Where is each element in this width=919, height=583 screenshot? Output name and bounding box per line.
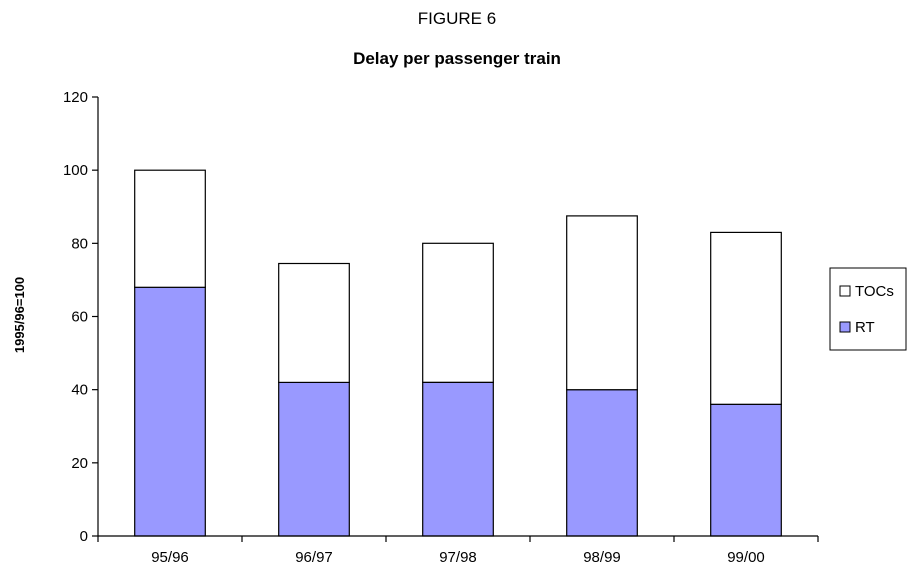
y-tick-label: 100 bbox=[63, 162, 88, 179]
legend-label-rt: RT bbox=[855, 319, 875, 336]
y-axis-label: 1995/96=100 bbox=[12, 277, 27, 353]
bar-tocs-96-97 bbox=[278, 262, 350, 384]
y-tick-label: 20 bbox=[71, 455, 88, 472]
bars-group bbox=[134, 169, 782, 537]
bar-rt-98-99 bbox=[566, 389, 638, 537]
x-tick-label: 97/98 bbox=[439, 549, 477, 566]
bar-rt-95-96 bbox=[134, 286, 206, 537]
x-tick-label: 96/97 bbox=[295, 549, 333, 566]
legend-box bbox=[829, 267, 907, 351]
y-tick-label: 80 bbox=[71, 235, 88, 252]
legend-swatch-tocs bbox=[839, 285, 851, 297]
bar-rt-97-98 bbox=[422, 381, 494, 537]
chart-title: FIGURE 6 bbox=[418, 9, 496, 28]
axes-group: 95/96 96/97 97/98 98/99 99/00 0 20 40 60 80 100 120 bbox=[63, 89, 819, 566]
x-tick-label: 99/00 bbox=[727, 549, 765, 566]
legend-swatch-rt bbox=[839, 321, 851, 333]
bar-tocs-95-96 bbox=[134, 169, 206, 288]
legend-label-tocs: TOCs bbox=[855, 283, 894, 300]
y-tick-label: 40 bbox=[71, 382, 88, 399]
y-tick-label: 0 bbox=[80, 528, 88, 545]
bar-tocs-98-99 bbox=[566, 215, 638, 391]
bar-rt-99-00 bbox=[710, 403, 782, 537]
bar-tocs-99-00 bbox=[710, 231, 782, 405]
x-tick-label: 98/99 bbox=[583, 549, 621, 566]
legend: TOCs RT bbox=[829, 267, 907, 351]
chart-subtitle: Delay per passenger train bbox=[353, 49, 561, 68]
x-tick-label: 95/96 bbox=[151, 549, 189, 566]
y-tick-label: 120 bbox=[63, 89, 88, 106]
bar-rt-96-97 bbox=[278, 381, 350, 537]
bar-tocs-97-98 bbox=[422, 242, 494, 383]
y-tick-label: 60 bbox=[71, 309, 88, 326]
